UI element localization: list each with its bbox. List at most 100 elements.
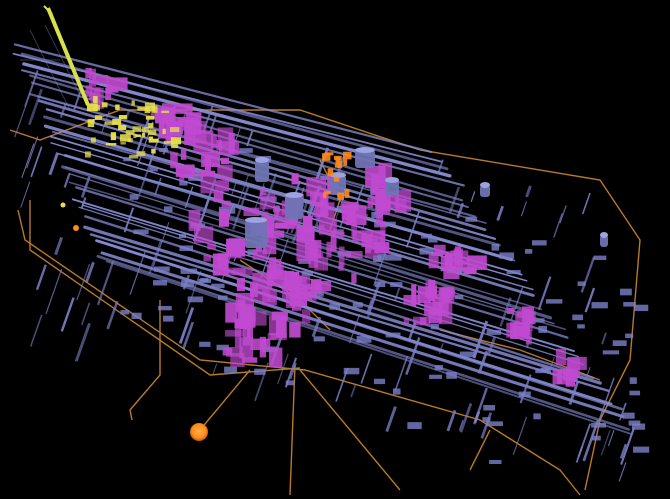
equipment-block [85,67,92,79]
rack-segment [486,329,501,335]
cross-member [185,270,202,314]
rack-segment [352,302,363,308]
rack-segment [164,206,173,213]
equipment-block [562,368,578,381]
equipment-block [184,125,196,145]
equipment-block [222,347,233,356]
highlighted-part [93,105,101,111]
cross-member [85,261,95,283]
equipment-block [322,257,329,271]
cross-member [106,300,119,330]
equipment-block [367,197,374,208]
equipment-block [259,193,276,210]
rack-segment [483,404,496,411]
cross-member [619,443,628,459]
cross-member [232,185,250,230]
rack-segment [524,249,533,254]
rack-segment [486,421,503,427]
cross-member [568,380,580,405]
rack-segment [629,390,641,396]
rack-segment [158,305,172,311]
highlighted-part [151,149,156,154]
rack-segment [591,302,608,309]
vessel-body [600,235,608,247]
highlighted-module [85,96,352,200]
equipment-block [428,254,439,269]
equipment-block [375,188,386,211]
vessel-top [330,172,346,178]
equipment-block [105,87,111,101]
highlighted-part [141,127,149,132]
equipment-block [215,180,229,192]
equipment-block [159,122,165,136]
highlighted-part [148,136,153,140]
cross-member [499,297,512,327]
cross-member [136,154,154,200]
rack-segment [482,417,491,423]
rack-segment [198,278,211,283]
rack-segment [533,413,541,420]
rack-segment [179,245,194,251]
equipment-block [370,173,379,194]
rack-segment [489,459,502,465]
equipment-block [226,238,246,257]
rack-segment [499,252,515,259]
equipment-block [556,368,563,385]
equipment-block [249,316,256,328]
cross-member [619,402,627,421]
cross-member [601,332,607,345]
flare-stack [46,7,90,106]
rack-segment [187,296,204,303]
equipment-block [250,338,271,351]
flare-stack-tip [43,5,53,15]
rack-segment [572,314,584,321]
rack-segment [181,280,195,287]
pipe-run [71,198,575,353]
rack-segment [623,302,636,307]
orange-part [343,159,348,166]
equipment-block [217,164,233,180]
equipment-block [433,244,446,255]
equipment-block [259,188,267,195]
rack-segment [211,283,225,289]
cross-member [394,287,401,301]
highlighted-part [86,103,98,112]
equipment-block [316,224,325,230]
equipment-block [403,294,421,305]
rack-segment [218,295,228,300]
equipment-block [230,353,245,368]
marker-sphere [190,423,208,441]
equipment-block [338,262,344,271]
cross-member [367,281,381,312]
rack-segment [199,341,211,347]
equipment-block [193,130,214,153]
cross-member [81,302,91,326]
equipment-block [403,317,410,325]
rack-segment [149,166,158,172]
highlighted-part [161,110,170,113]
cross-member [289,362,297,380]
cross-member [580,256,596,293]
equipment-block [216,140,223,151]
orange-part [334,176,340,182]
equipment-block [314,252,324,271]
cross-member [20,181,31,208]
highlighted-part [162,128,166,135]
equipment-block [266,230,285,238]
highlighted-part [152,105,158,113]
equipment-block [446,250,463,266]
rack-segment [356,335,372,343]
equipment-block [225,330,245,337]
highlighted-part [87,120,95,128]
equipment-block [339,246,345,268]
cross-member [520,201,527,217]
highlighted-part [163,141,175,144]
equipment-block [296,226,315,242]
equipment-block [438,289,456,296]
rack-segment [429,374,443,379]
vessel-body [285,195,303,219]
rack-segment [540,367,550,373]
cross-member [437,159,444,175]
orange-part [327,168,334,177]
rack-segment [633,446,650,453]
